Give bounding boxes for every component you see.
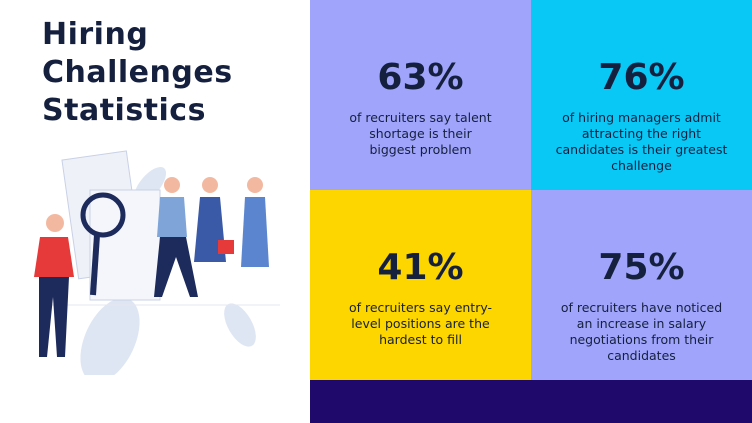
title-line: Hiring xyxy=(42,17,149,52)
stat-figure: 75% xyxy=(598,247,685,288)
title-line: Challenges xyxy=(42,55,233,90)
illustration xyxy=(34,150,280,375)
head xyxy=(247,177,263,193)
footer-bar xyxy=(310,380,752,423)
stat-box: 76% of hiring managers admit attracting … xyxy=(531,0,752,190)
legs xyxy=(39,277,69,357)
stat-text: of recruiters have noticed an increase i… xyxy=(560,300,723,363)
leaf xyxy=(80,297,140,375)
bag xyxy=(218,240,234,254)
stat-box: 75% of recruiters have noticed an increa… xyxy=(531,190,752,380)
head xyxy=(202,177,218,193)
magnifier xyxy=(80,192,126,238)
stat-text: of recruiters say talent shortage is the… xyxy=(349,110,492,157)
legs xyxy=(154,237,198,297)
dress xyxy=(241,197,269,267)
stat-figure: 41% xyxy=(377,247,464,288)
jacket xyxy=(34,237,74,277)
title: Hiring Challenges Statistics xyxy=(42,16,233,130)
leaf xyxy=(224,303,256,347)
stat-figure: 76% xyxy=(598,57,685,98)
shirt xyxy=(157,197,187,237)
stat-text: of recruiters say entry-level positions … xyxy=(348,300,493,347)
stat-text: of hiring managers admit attracting the … xyxy=(555,110,728,173)
magnifier-handle xyxy=(90,234,100,296)
stat-figure: 63% xyxy=(377,57,464,98)
head xyxy=(46,214,64,232)
stat-box: 41% of recruiters say entry-level positi… xyxy=(310,190,531,380)
stat-box: 63% of recruiters say talent shortage is… xyxy=(310,0,531,190)
head xyxy=(164,177,180,193)
document xyxy=(89,189,161,301)
title-line: Statistics xyxy=(42,93,206,128)
